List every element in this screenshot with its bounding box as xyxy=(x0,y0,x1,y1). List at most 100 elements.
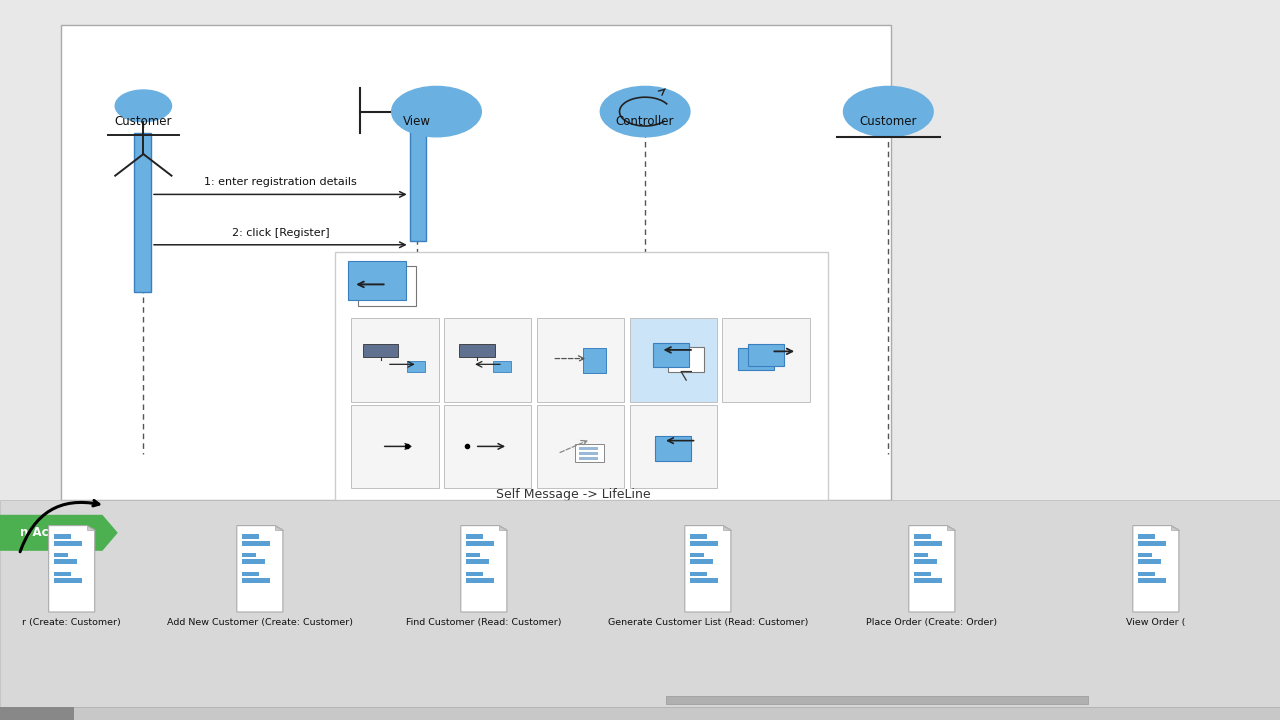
Polygon shape xyxy=(499,526,507,530)
Bar xyxy=(242,541,270,546)
Polygon shape xyxy=(275,526,283,530)
Polygon shape xyxy=(461,526,507,612)
Bar xyxy=(54,553,68,557)
Bar xyxy=(493,361,511,372)
Bar xyxy=(358,266,416,306)
Bar xyxy=(1138,572,1155,576)
Bar xyxy=(0,500,1280,720)
Bar xyxy=(134,133,151,292)
Bar xyxy=(54,572,70,576)
Bar xyxy=(653,343,689,367)
Polygon shape xyxy=(49,526,95,612)
Bar xyxy=(580,447,599,450)
Bar xyxy=(914,572,931,576)
Bar xyxy=(914,578,942,583)
Bar xyxy=(739,348,774,370)
Bar xyxy=(466,578,494,583)
Bar xyxy=(242,572,259,576)
Bar xyxy=(61,25,891,500)
Bar xyxy=(576,444,604,462)
Bar xyxy=(914,541,942,546)
Bar xyxy=(348,261,406,300)
Text: 2: click [Register]: 2: click [Register] xyxy=(232,228,329,238)
Circle shape xyxy=(392,86,481,137)
Bar xyxy=(914,534,931,539)
Text: Customer: Customer xyxy=(860,115,916,128)
Text: Add New Customer (Create: Customer): Add New Customer (Create: Customer) xyxy=(166,618,353,626)
Bar xyxy=(914,559,937,564)
Bar xyxy=(914,553,928,557)
Text: Find Customer (Read: Customer): Find Customer (Read: Customer) xyxy=(406,618,562,626)
Bar xyxy=(690,572,707,576)
Bar xyxy=(584,348,607,373)
Polygon shape xyxy=(685,526,731,612)
Text: 1: enter registration details: 1: enter registration details xyxy=(204,177,357,187)
Bar xyxy=(466,541,494,546)
Bar xyxy=(54,541,82,546)
Bar xyxy=(0,707,1280,720)
Bar xyxy=(362,344,398,357)
Bar xyxy=(690,541,718,546)
Bar xyxy=(722,318,810,402)
Bar xyxy=(351,318,439,402)
Bar xyxy=(690,553,704,557)
Bar xyxy=(1138,541,1166,546)
Bar xyxy=(444,405,531,488)
Bar xyxy=(54,534,70,539)
Circle shape xyxy=(600,86,690,137)
Text: Controller: Controller xyxy=(616,115,675,128)
Bar xyxy=(580,452,599,455)
Text: View Order (: View Order ( xyxy=(1126,618,1185,626)
Bar xyxy=(466,534,483,539)
Bar xyxy=(351,405,439,488)
Text: r (Create: Customer): r (Create: Customer) xyxy=(22,618,122,626)
Text: Generate Customer List (Read: Customer): Generate Customer List (Read: Customer) xyxy=(608,618,808,626)
Circle shape xyxy=(115,90,172,122)
Bar xyxy=(690,534,707,539)
Bar xyxy=(444,318,531,402)
Text: Place Order (Create: Order): Place Order (Create: Order) xyxy=(867,618,997,626)
Bar xyxy=(1138,534,1155,539)
Polygon shape xyxy=(0,515,118,551)
Bar xyxy=(630,318,717,402)
Bar xyxy=(1138,559,1161,564)
Bar xyxy=(410,130,426,241)
Polygon shape xyxy=(237,526,283,612)
Polygon shape xyxy=(87,526,95,530)
Text: n Action: n Action xyxy=(19,526,74,539)
Polygon shape xyxy=(723,526,731,530)
Bar xyxy=(690,559,713,564)
Bar xyxy=(580,457,599,460)
Circle shape xyxy=(844,86,933,137)
Bar xyxy=(242,534,259,539)
Bar xyxy=(1138,578,1166,583)
Polygon shape xyxy=(1171,526,1179,530)
Bar xyxy=(460,344,495,357)
Text: Self Message -> LifeLine: Self Message -> LifeLine xyxy=(497,488,650,501)
Bar xyxy=(466,559,489,564)
Bar xyxy=(335,252,828,500)
Bar xyxy=(630,405,717,488)
Polygon shape xyxy=(947,526,955,530)
Bar xyxy=(668,347,704,372)
Bar xyxy=(749,344,785,366)
Text: View: View xyxy=(403,115,431,128)
Bar xyxy=(0,707,74,720)
Polygon shape xyxy=(1133,526,1179,612)
Bar xyxy=(666,696,1088,704)
Bar xyxy=(690,578,718,583)
Bar xyxy=(466,572,483,576)
Bar xyxy=(54,578,82,583)
Bar xyxy=(536,318,625,402)
Bar xyxy=(536,405,625,488)
Bar xyxy=(242,553,256,557)
Bar xyxy=(242,578,270,583)
Bar xyxy=(655,436,691,461)
Bar xyxy=(466,553,480,557)
Bar xyxy=(242,559,265,564)
Text: Customer: Customer xyxy=(115,115,172,128)
Polygon shape xyxy=(909,526,955,612)
Bar xyxy=(407,361,425,372)
Bar xyxy=(1138,553,1152,557)
Bar xyxy=(54,559,77,564)
